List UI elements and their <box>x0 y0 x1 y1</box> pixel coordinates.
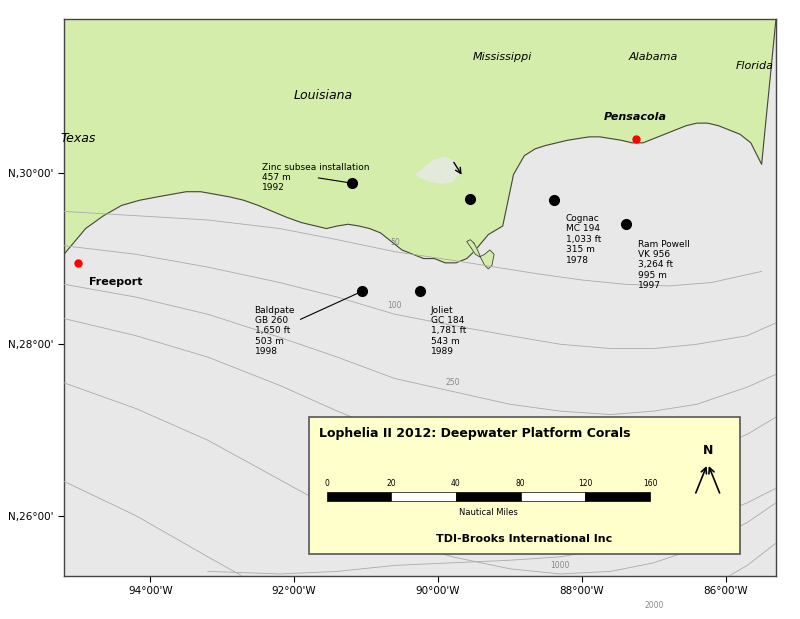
Text: TDI-Brooks International Inc: TDI-Brooks International Inc <box>436 534 613 544</box>
Text: 80: 80 <box>516 479 526 488</box>
Text: Nautical Miles: Nautical Miles <box>459 508 518 517</box>
Polygon shape <box>466 240 494 269</box>
Bar <box>391 492 456 501</box>
Bar <box>456 492 521 501</box>
Text: Ram Powell
VK 956
3,264 ft
995 m
1997: Ram Powell VK 956 3,264 ft 995 m 1997 <box>638 240 690 290</box>
Text: Pensacola: Pensacola <box>604 112 667 122</box>
Text: Joliet
GC 184
1,781 ft
543 m
1989: Joliet GC 184 1,781 ft 543 m 1989 <box>430 306 466 357</box>
Text: 0: 0 <box>324 479 329 488</box>
Text: 100: 100 <box>387 301 402 310</box>
Bar <box>521 492 586 501</box>
Bar <box>586 492 650 501</box>
Text: Freeport: Freeport <box>89 277 142 287</box>
Text: 50: 50 <box>390 238 400 248</box>
Text: 160: 160 <box>643 479 658 488</box>
Text: Baldpate
GB 260
1,650 ft
503 m
1998: Baldpate GB 260 1,650 ft 503 m 1998 <box>254 292 360 357</box>
Text: 1000: 1000 <box>550 561 570 569</box>
Text: Cognac
MC 194
1,033 ft
315 m
1978: Cognac MC 194 1,033 ft 315 m 1978 <box>566 214 602 264</box>
Text: Mississippi: Mississippi <box>473 52 532 62</box>
Text: Alabama: Alabama <box>629 52 678 62</box>
Text: Zinc subsea installation
457 m
1992: Zinc subsea installation 457 m 1992 <box>262 163 370 193</box>
Text: 250: 250 <box>445 378 460 387</box>
Text: 2000: 2000 <box>644 601 663 610</box>
Polygon shape <box>0 19 776 269</box>
Text: 3000: 3000 <box>644 524 663 533</box>
Polygon shape <box>417 157 459 183</box>
Text: N: N <box>702 444 713 457</box>
Text: 40: 40 <box>451 479 461 488</box>
FancyBboxPatch shape <box>309 417 740 554</box>
Text: Florida: Florida <box>735 61 774 71</box>
Text: Louisiana: Louisiana <box>294 89 353 102</box>
Bar <box>326 492 391 501</box>
Text: Texas: Texas <box>61 132 96 145</box>
Text: 120: 120 <box>578 479 593 488</box>
Text: 20: 20 <box>386 479 396 488</box>
Text: 500: 500 <box>502 449 518 458</box>
Text: Lophelia II 2012: Deepwater Platform Corals: Lophelia II 2012: Deepwater Platform Cor… <box>319 427 631 440</box>
